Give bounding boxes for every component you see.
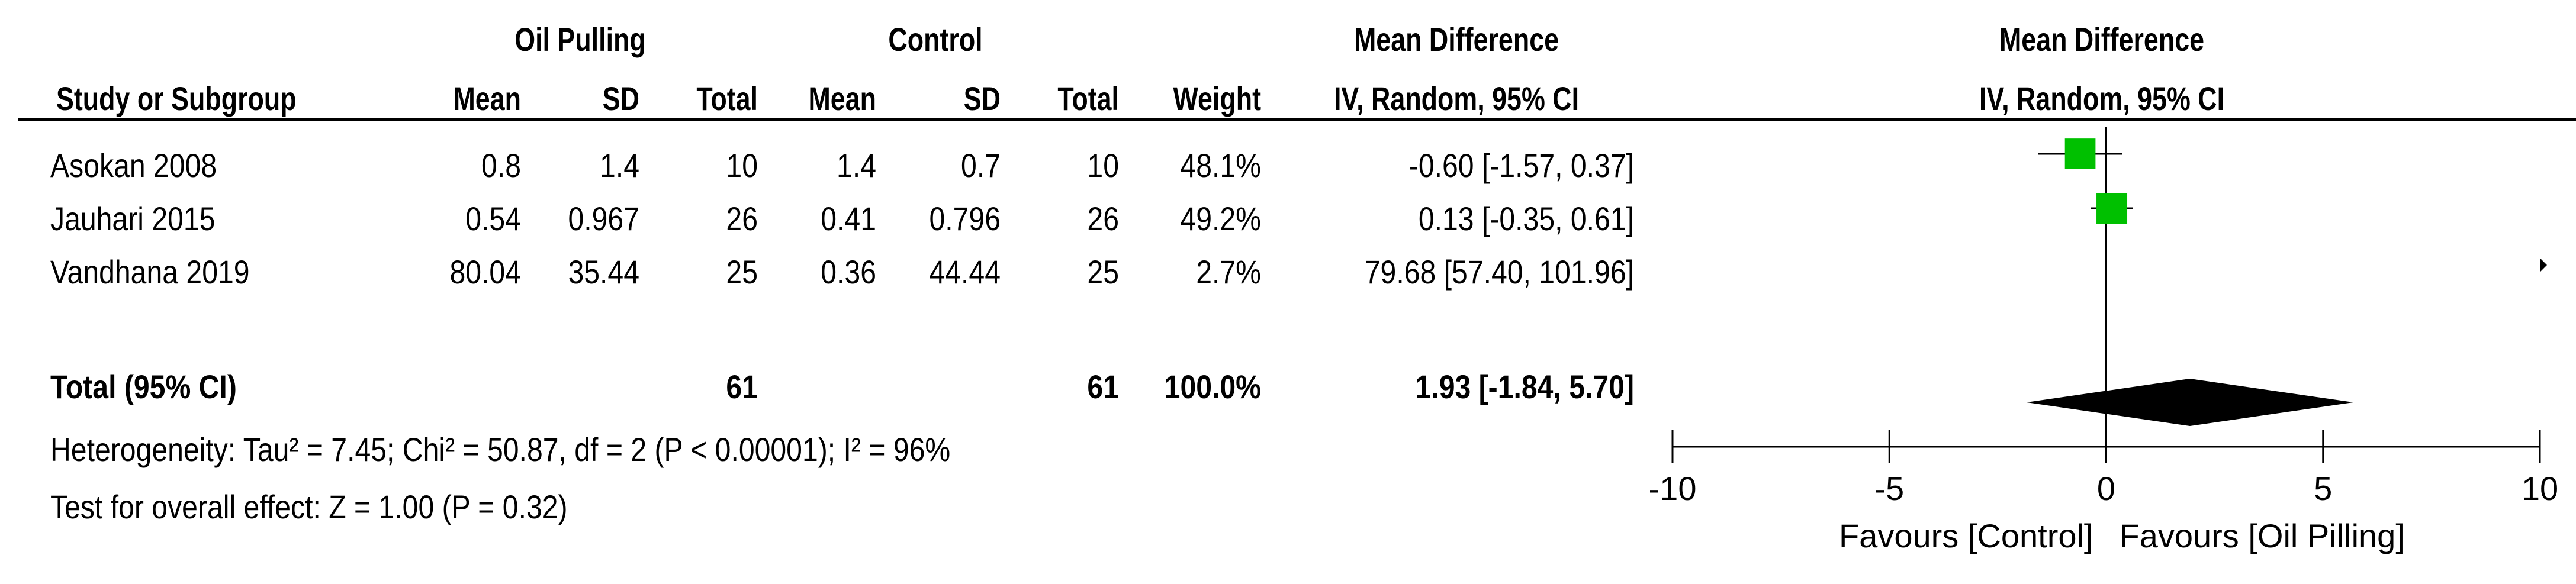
off-scale-arrow (2540, 258, 2547, 272)
header-oil-pulling: Oil Pulling (514, 21, 646, 58)
total-experimental: 26 (726, 200, 758, 237)
total-label: Total (95% CI) (50, 368, 237, 405)
column-header-mean-experimental: Mean (453, 80, 521, 117)
total-control: 25 (1087, 253, 1119, 291)
column-header-plot-ci: IV, Random, 95% CI (1979, 80, 2225, 117)
mean-control: 1.4 (837, 147, 876, 184)
mean-experimental: 80.04 (449, 253, 521, 291)
sd-control: 0.7 (961, 147, 1001, 184)
total-control: 61 (1087, 368, 1119, 405)
column-header-ci: IV, Random, 95% CI (1333, 80, 1580, 117)
mean-experimental: 0.54 (465, 200, 521, 237)
mean-control: 0.41 (821, 200, 876, 237)
study-name: Vandhana 2019 (50, 253, 250, 291)
total-weight: 100.0% (1164, 368, 1261, 405)
total-experimental: 61 (726, 368, 758, 405)
column-header-total-control: Total (1057, 80, 1119, 117)
sd-control: 0.796 (929, 200, 1001, 237)
total-control: 10 (1087, 147, 1119, 184)
weight: 48.1% (1180, 147, 1261, 184)
weight: 49.2% (1180, 200, 1261, 237)
study-name: Jauhari 2015 (50, 200, 216, 237)
column-header-weight: Weight (1173, 80, 1261, 117)
x-tick-label: 5 (2314, 470, 2332, 507)
mean-control: 0.36 (821, 253, 876, 291)
mean-experimental: 0.8 (481, 147, 521, 184)
study-square (2064, 138, 2096, 169)
total-experimental: 10 (726, 147, 758, 184)
x-tick-label: 0 (2097, 470, 2115, 507)
column-header-mean-control: Mean (808, 80, 876, 117)
header-mean-difference-table: Mean Difference (1353, 21, 1559, 58)
x-tick-label: -5 (1874, 470, 1904, 507)
column-header-total-experimental: Total (696, 80, 758, 117)
column-header-sd-experimental: SD (602, 80, 639, 117)
overall-effect-text: Test for overall effect: Z = 1.00 (P = 0… (50, 488, 568, 525)
column-header-study: Study or Subgroup (56, 80, 297, 117)
heterogeneity-text: Heterogeneity: Tau² = 7.45; Chi² = 50.87… (50, 431, 951, 468)
x-tick-label: 10 (2522, 470, 2558, 507)
favours-right-label: Favours [Oil Pilling] (2120, 517, 2405, 554)
header-mean-difference-plot: Mean Difference (1999, 21, 2205, 58)
sd-experimental: 0.967 (568, 200, 639, 237)
sd-experimental: 35.44 (568, 253, 639, 291)
total-experimental: 25 (726, 253, 758, 291)
ci-text: 79.68 [57.40, 101.96] (1364, 253, 1634, 291)
favours-left-label: Favours [Control] (1839, 517, 2093, 554)
header-rule (18, 118, 2576, 121)
total-ci-text: 1.93 [-1.84, 5.70] (1415, 368, 1634, 405)
study-name: Asokan 2008 (50, 147, 217, 184)
header-control: Control (888, 21, 983, 58)
sd-control: 44.44 (929, 253, 1001, 291)
ci-text: 0.13 [-0.35, 0.61] (1418, 200, 1634, 237)
study-square (2096, 193, 2128, 224)
x-tick-label: -10 (1649, 470, 1697, 507)
ci-text: -0.60 [-1.57, 0.37] (1408, 147, 1634, 184)
sd-experimental: 1.4 (600, 147, 639, 184)
weight: 2.7% (1196, 253, 1261, 291)
column-header-sd-control: SD (963, 80, 1001, 117)
total-control: 26 (1087, 200, 1119, 237)
pooled-diamond (2026, 379, 2354, 426)
